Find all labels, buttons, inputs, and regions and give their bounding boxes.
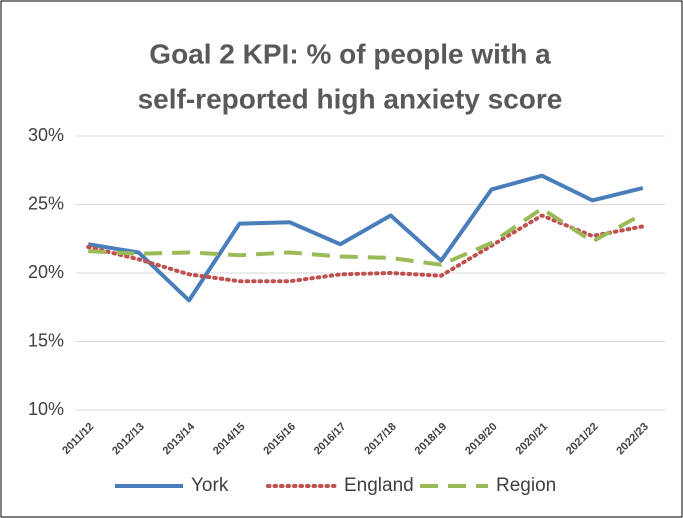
legend-label: Region <box>496 475 556 496</box>
chart-title: self-reported high anxiety score <box>138 83 563 114</box>
chart-title: Goal 2 KPI: % of people with a <box>149 38 551 69</box>
line-series <box>88 206 644 267</box>
y-tick-label: 20% <box>28 262 64 282</box>
line-series <box>87 173 644 303</box>
y-tick-label: 15% <box>28 330 64 350</box>
legend-label: York <box>191 475 229 496</box>
y-tick-label: 25% <box>28 193 64 213</box>
y-tick-label: 30% <box>28 125 64 145</box>
line-series <box>86 213 645 284</box>
legend-label: England <box>344 475 414 496</box>
y-tick-label: 10% <box>28 399 64 419</box>
